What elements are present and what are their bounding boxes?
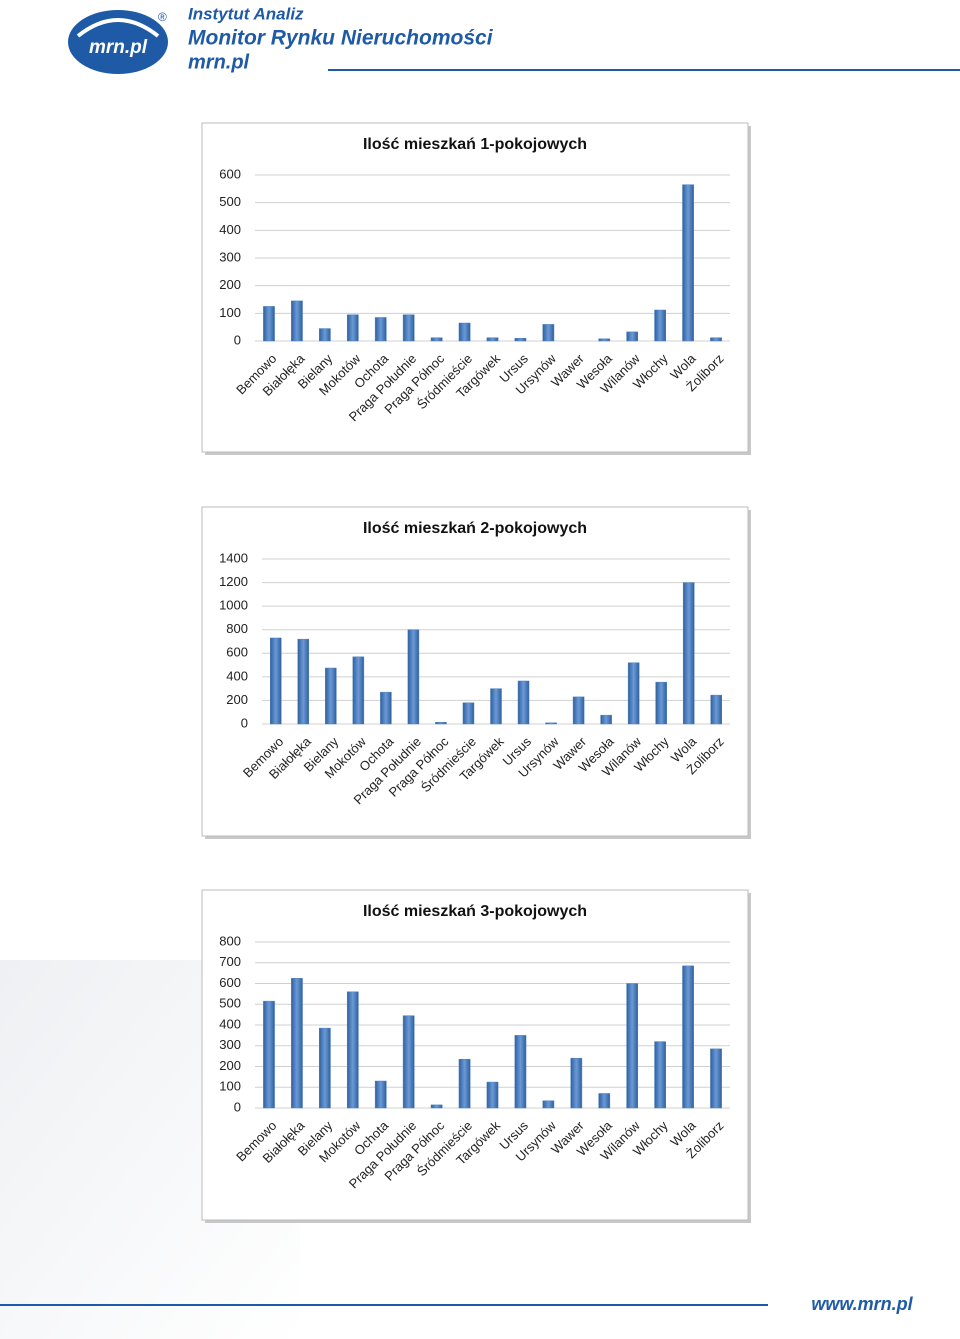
bar	[458, 1058, 471, 1109]
bar	[435, 721, 447, 725]
chart-frame	[201, 889, 749, 1221]
bar	[402, 1015, 415, 1109]
bar	[319, 328, 331, 342]
bar	[600, 714, 612, 725]
bar	[291, 978, 303, 1109]
bar	[545, 722, 557, 725]
bar	[710, 337, 722, 342]
bar	[514, 1035, 527, 1109]
bar	[572, 696, 585, 725]
bar	[374, 1080, 387, 1109]
y-tick-label: 200	[219, 1058, 241, 1073]
bar	[352, 656, 365, 725]
bar	[654, 1041, 666, 1109]
y-tick-label: 1000	[219, 598, 248, 613]
y-tick-label: 300	[219, 1037, 241, 1052]
y-tick-label: 600	[219, 975, 241, 990]
header-site: mrn.pl	[188, 51, 250, 73]
footer-url: www.mrn.pl	[811, 1294, 913, 1314]
bar	[263, 1000, 275, 1109]
bar	[346, 314, 359, 342]
bar	[374, 317, 387, 342]
institute: Instytut Analiz	[188, 4, 304, 23]
bar	[598, 1093, 611, 1109]
bar	[407, 629, 420, 725]
chart-frame	[201, 506, 749, 837]
chart-title: Ilość mieszkań 3-pokojowych	[363, 903, 587, 920]
y-tick-label: 200	[226, 692, 248, 707]
bar	[486, 337, 499, 342]
bar	[458, 322, 471, 342]
bar	[654, 309, 666, 342]
bar	[626, 983, 639, 1109]
y-tick-label: 600	[226, 645, 248, 660]
bar	[682, 184, 694, 342]
bar	[710, 1048, 722, 1109]
bar	[682, 965, 694, 1109]
y-tick-label: 700	[219, 954, 241, 969]
bar	[291, 300, 303, 342]
logo-text: mrn.pl	[89, 37, 148, 58]
y-tick-label: 1400	[219, 550, 248, 565]
y-tick-label: 400	[226, 668, 248, 683]
bar	[297, 638, 310, 725]
header-title: Monitor Rynku Nieruchomości	[188, 27, 494, 50]
bar	[490, 688, 502, 725]
bar	[655, 681, 667, 725]
bar	[682, 582, 695, 725]
bar	[626, 331, 639, 342]
y-tick-label: 100	[219, 1079, 241, 1094]
bar	[263, 306, 275, 342]
y-tick-label: 800	[226, 621, 248, 636]
bar	[598, 338, 611, 342]
y-tick-label: 400	[219, 1016, 241, 1031]
y-tick-label: 500	[219, 194, 241, 209]
y-tick-label: 800	[219, 933, 241, 948]
bar	[270, 637, 282, 725]
chart-title: Ilość mieszkań 2-pokojowych	[363, 520, 587, 537]
bar	[710, 694, 722, 725]
bar	[346, 991, 359, 1109]
bar	[627, 662, 640, 725]
bar	[570, 1057, 583, 1109]
bar	[402, 314, 415, 342]
y-tick-label: 200	[219, 277, 241, 292]
registered-mark: ®	[158, 10, 167, 24]
y-tick-label: 1200	[219, 574, 248, 589]
bar	[542, 324, 555, 342]
bar	[430, 337, 443, 342]
y-tick-label: 500	[219, 996, 241, 1011]
bar	[325, 667, 337, 725]
chart-title: Ilość mieszkań 1-pokojowych	[363, 136, 587, 153]
y-tick-label: 0	[234, 332, 241, 347]
bar	[542, 1100, 555, 1109]
bar	[319, 1027, 331, 1109]
bar	[517, 680, 530, 725]
y-tick-label: 100	[219, 305, 241, 320]
y-tick-label: 600	[219, 166, 241, 181]
y-tick-label: 0	[234, 1099, 241, 1114]
logo-roof	[76, 18, 160, 38]
y-tick-label: 400	[219, 222, 241, 237]
bar	[514, 337, 527, 342]
bar	[380, 691, 392, 725]
chart-frame	[201, 122, 749, 453]
bar	[486, 1081, 499, 1109]
y-tick-label: 0	[241, 715, 248, 730]
y-tick-label: 300	[219, 249, 241, 264]
bar	[462, 702, 475, 725]
bar	[430, 1104, 443, 1109]
